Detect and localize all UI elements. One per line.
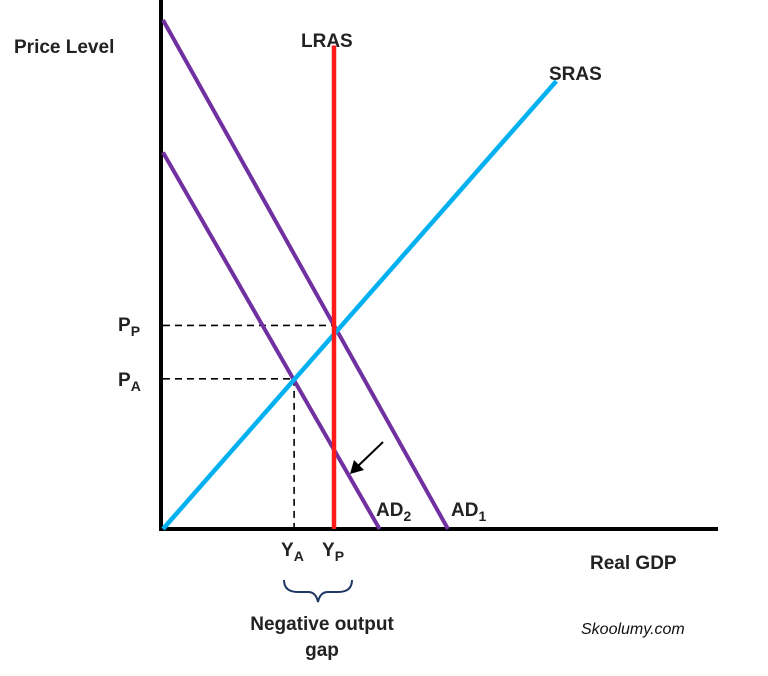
ya-label: YA bbox=[281, 540, 304, 564]
output-gap-label-line1: Negative output bbox=[250, 614, 394, 635]
ad2-curve bbox=[161, 151, 382, 530]
lras-label: LRAS bbox=[301, 31, 353, 52]
ad1-label: AD1 bbox=[451, 500, 486, 524]
sras-curve bbox=[161, 79, 558, 531]
yp-label: YP bbox=[322, 540, 344, 564]
output-gap-brace bbox=[283, 579, 353, 603]
y-axis-label: Price Level bbox=[14, 37, 114, 58]
shift-arrow-head bbox=[350, 460, 364, 474]
sras-label: SRAS bbox=[549, 64, 602, 85]
watermark: Skoolumy.com bbox=[581, 621, 685, 638]
shift-arrow bbox=[357, 441, 384, 467]
ad2-label: AD2 bbox=[376, 500, 411, 524]
output-gap-label-line2: gap bbox=[305, 640, 339, 661]
pa-label: PA bbox=[118, 370, 141, 394]
ad1-curve bbox=[161, 19, 450, 530]
x-axis-label: Real GDP bbox=[590, 553, 677, 574]
pp-label: PP bbox=[118, 315, 140, 339]
